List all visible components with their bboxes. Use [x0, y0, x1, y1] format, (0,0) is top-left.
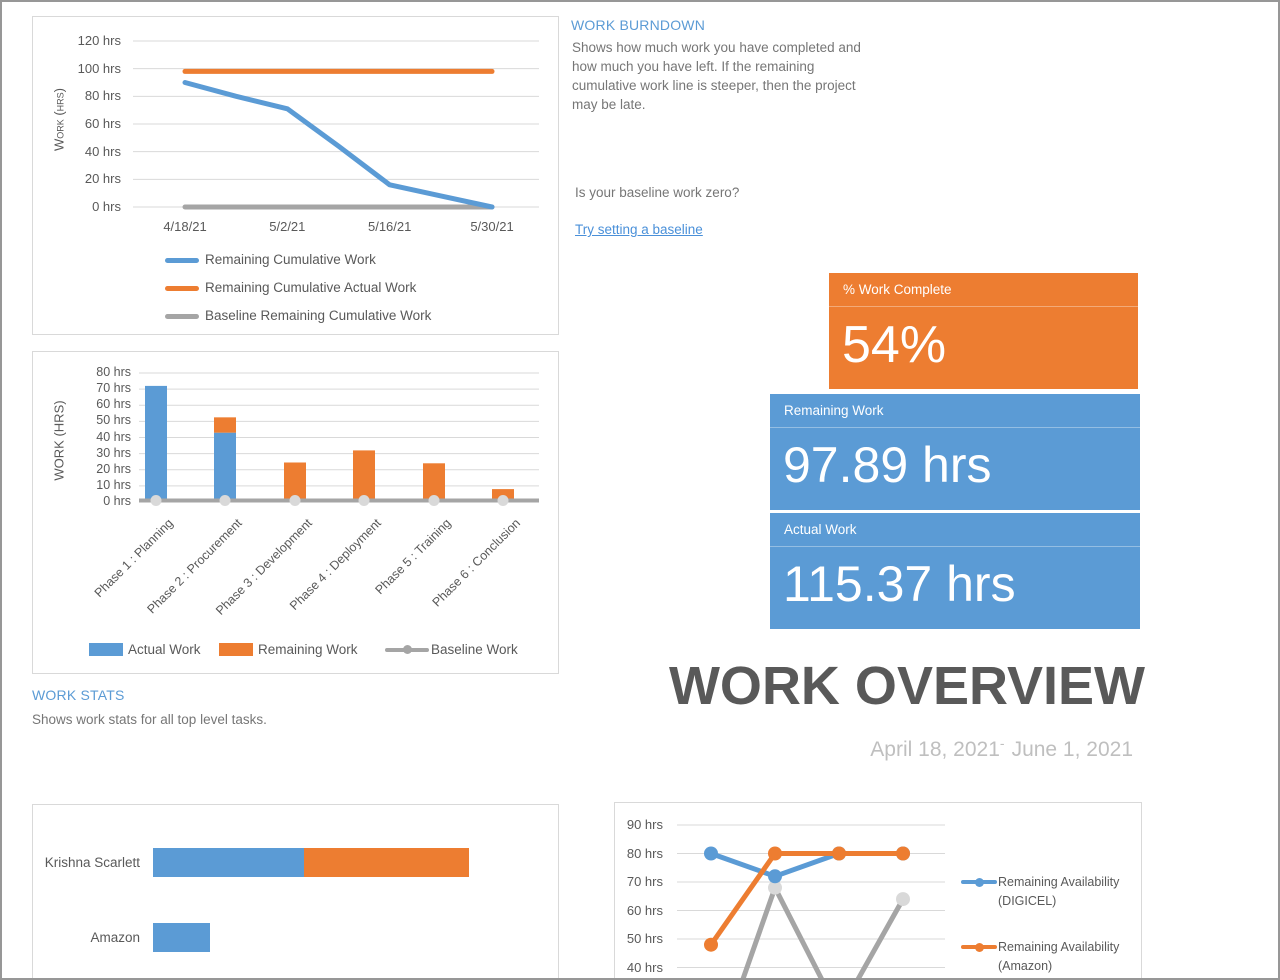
page-title: WORK OVERVIEW — [668, 656, 1146, 716]
burndown-plot — [133, 40, 539, 210]
set-baseline-link[interactable]: Try setting a baseline — [575, 222, 703, 237]
work-burndown-heading: WORK BURNDOWN — [571, 17, 706, 33]
swatch-dot — [402, 645, 412, 654]
work-burndown-chart[interactable]: 120 hrs 100 hrs 80 hrs 60 hrs 40 hrs 20 hrs 0 … — [32, 16, 559, 335]
y-axis-tick: 80 hrs — [96, 365, 131, 379]
kpi-value: 54% — [842, 316, 947, 374]
y-axis-tick: 80 hrs — [626, 845, 663, 861]
legend-label: Remaining Availability (DIGICEL) — [998, 875, 1120, 908]
kpi-separator — [770, 427, 1140, 428]
report-date-range: April 18, 2021- June 1, 2021 — [870, 735, 1133, 762]
baseline-question: Is your baseline work zero? — [575, 185, 740, 200]
legend-line-swatch — [165, 286, 199, 291]
y-axis-tick: 80 hrs — [84, 88, 121, 104]
kpi-value: 115.37 hrs — [783, 556, 1016, 612]
legend-label: Baseline Work — [431, 642, 518, 657]
y-axis-tick: 40 hrs — [96, 429, 131, 444]
y-axis-tick: 10 hrs — [96, 477, 131, 492]
bar-segment-remaining-work — [303, 848, 470, 877]
kpi-value: 97.89 hrs — [783, 437, 992, 493]
date-end: June 1, 2021 — [1011, 738, 1133, 761]
x-axis-tick: 5/2/21 — [269, 219, 306, 234]
kpi-card-remaining-work[interactable]: Remaining Work 97.89 hrs — [770, 394, 1140, 510]
kpi-label: % Work Complete — [843, 282, 952, 297]
y-axis-tick: 50 hrs — [96, 413, 131, 428]
y-axis-tick: 100 hrs — [77, 60, 121, 76]
work-burndown-description: Shows how much work you have completed a… — [572, 40, 861, 112]
y-axis-tick: 50 hrs — [626, 931, 663, 946]
y-axis-tick: 20 hrs — [84, 171, 121, 187]
kpi-label: Actual Work — [784, 522, 857, 537]
bar-segment-actual-work — [153, 923, 211, 952]
legend-line-dot-swatch — [961, 940, 997, 954]
legend-label: Remaining Cumulative Work — [205, 252, 376, 267]
y-axis-tick: 40 hrs — [84, 143, 121, 159]
resource-work-chart[interactable]: Krishna Scarlett Amazon — [32, 804, 559, 978]
legend-label: Actual Work — [128, 642, 201, 657]
y-axis-tick: 20 hrs — [96, 461, 131, 476]
kpi-card-percent-work-complete[interactable]: % Work Complete 54% — [829, 273, 1138, 389]
y-axis-tick: 90 hrs — [626, 817, 663, 832]
bar-segment-actual-work — [153, 848, 304, 877]
legend-line-dot-swatch — [385, 643, 429, 657]
legend-label: Baseline Remaining Cumulative Work — [205, 308, 432, 323]
y-axis-tick: 70 hrs — [626, 874, 663, 889]
x-axis-tick: 5/30/21 — [470, 219, 514, 234]
kpi-card-actual-work[interactable]: Actual Work 115.37 hrs — [770, 513, 1140, 629]
kpi-separator — [770, 546, 1140, 547]
x-axis-tick: 5/16/21 — [367, 219, 412, 234]
work-stats-chart[interactable]: 80 hrs 70 hrs 60 hrs 50 hrs 40 hrs 30 hrs 20 h… — [32, 351, 559, 674]
y-axis-tick: 120 hrs — [77, 33, 121, 48]
date-start: April 18, 2021 — [870, 738, 1000, 761]
legend-line-dot-swatch — [961, 875, 997, 889]
x-axis-tick: 4/18/21 — [163, 219, 207, 234]
y-axis-tick: 0 hrs — [92, 199, 121, 214]
legend-label: Remaining Cumulative Actual Work — [205, 280, 417, 295]
y-axis-tick: 40 hrs — [626, 959, 663, 975]
y-axis-tick: 60 hrs — [96, 397, 131, 412]
legend-swatch-actual-work — [89, 643, 123, 656]
legend-label: Remaining Work — [258, 642, 358, 657]
legend-line-swatch — [165, 258, 199, 263]
kpi-label: Remaining Work — [784, 403, 884, 418]
kpi-separator — [829, 306, 1138, 307]
legend-line-swatch — [165, 314, 199, 319]
work-stats-description: Shows work stats for all top level tasks… — [32, 712, 267, 727]
y-axis-tick: 0 hrs — [103, 494, 131, 508]
y-axis-title: WORK (HRS) — [51, 400, 67, 481]
date-separator: - — [999, 735, 1005, 751]
category-label: Krishna Scarlett — [44, 854, 140, 870]
work-stats-heading: WORK STATS — [32, 687, 125, 703]
swatch-dot — [974, 942, 984, 952]
y-axis-tick: 70 hrs — [96, 381, 131, 396]
y-axis-tick: 60 hrs — [626, 902, 663, 918]
y-axis-tick: 30 hrs — [96, 445, 131, 460]
swatch-dot — [974, 877, 984, 887]
legend-label: Remaining Availability (Amazon) — [998, 940, 1120, 973]
category-label: Amazon — [90, 929, 140, 945]
y-axis-tick: 60 hrs — [84, 116, 121, 131]
legend-swatch-remaining-work — [219, 643, 253, 656]
y-axis-title: Work (hrs) — [51, 87, 67, 152]
remaining-availability-chart[interactable]: 90 hrs 80 hrs 70 hrs 60 hrs 50 hrs 40 hrs Rema… — [614, 802, 1142, 978]
availability-plot — [677, 824, 945, 978]
work-stats-plot — [139, 372, 539, 506]
